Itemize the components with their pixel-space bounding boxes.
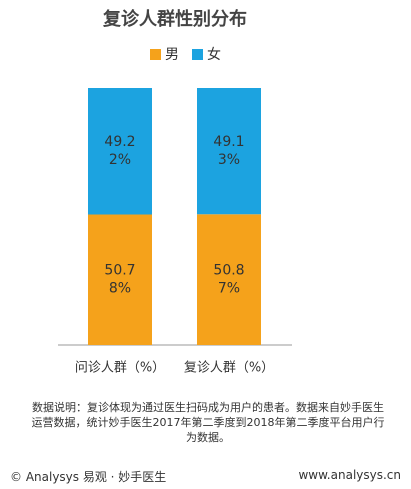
value-label: 50.7 8% (104, 263, 135, 297)
footer-left: © Analysys 易观 · 妙手医生 (10, 470, 167, 484)
value-label-line: 8% (109, 281, 131, 297)
bar-segment (88, 88, 152, 215)
legend-swatch (192, 49, 203, 60)
chart-title: 复诊人群性别分布 (102, 8, 247, 30)
value-label-line: 49.1 (213, 134, 244, 150)
value-label: 49.1 3% (213, 134, 244, 168)
bar-segment (88, 214, 152, 345)
value-label-line: 49.2 (104, 134, 135, 150)
value-label-line: 7% (218, 281, 240, 297)
footer-right: www.analysys.cn (298, 468, 401, 482)
value-label-line: 2% (109, 152, 131, 168)
x-tick-label: 复诊人群（%） (184, 361, 274, 376)
note: 数据说明：复诊体现为通过医生扫码成为用户的患者。数据来自妙手医生运营数据，统计妙… (31, 401, 385, 444)
value-label: 49.2 2% (104, 134, 135, 168)
legend-swatch (150, 49, 161, 60)
x-tick-label: 问诊人群（%） (75, 361, 165, 376)
value-label-line: 3% (218, 152, 240, 168)
legend-label: 女 (207, 46, 221, 63)
chart: 复诊人群性别分布 男 女 50.7 8% 49.2 2% 问诊人群（%） 50.8 7% 49.1… (58, 8, 292, 376)
legend-label: 男 (165, 47, 179, 63)
value-label-line: 50.7 (104, 263, 135, 279)
value-label: 50.8 7% (213, 263, 244, 297)
value-label-line: 50.8 (213, 263, 244, 279)
bar-segment (197, 214, 261, 345)
bar-segment (197, 88, 261, 215)
